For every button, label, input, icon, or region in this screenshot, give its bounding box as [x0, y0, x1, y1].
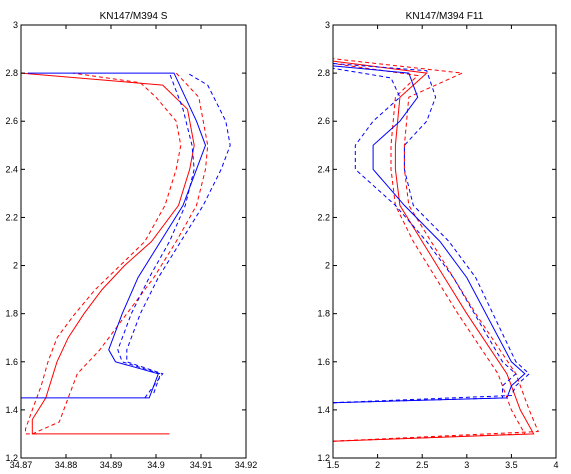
series-line-1	[20, 72, 195, 435]
x-tick-label: 2.5	[416, 460, 429, 470]
tick-layer: 1.5 2 2.5 3 3.5 4 1.2 1.4 1.6 1.8 2 2.2 2.4 2.6 2.8 3	[317, 20, 558, 470]
series-line-4	[21, 72, 207, 399]
x-tick-label: 34.91	[190, 460, 213, 470]
y-tick-label: 2	[325, 261, 330, 271]
y-tick-label: 2.4	[317, 164, 330, 174]
series-line-6	[126, 72, 231, 399]
series-line-6	[332, 63, 530, 404]
series-line-2	[25, 72, 182, 435]
y-tick-label: 3	[325, 20, 330, 30]
chart-right: KN147/M394 F11 1.5 2 2.5 3 3.5 4 1.2 1.4 1.6 1.8 2…	[317, 11, 558, 470]
x-tick-label: 34.92	[235, 460, 258, 470]
tick-layer: 34.87 34.88 34.89 34.9 34.91 34.92 1.2 1.4 1.6 1.…	[5, 20, 257, 470]
x-tick-label: 34.87	[10, 460, 33, 470]
x-tick-label: 2	[375, 460, 380, 470]
series-line-5	[332, 67, 517, 404]
y-tick-label: 1.6	[5, 357, 18, 367]
y-tick-label: 2.2	[317, 212, 330, 222]
series-layer	[332, 58, 539, 442]
chart-title: KN147/M394 F11	[406, 11, 484, 22]
chart-left: KN147/M394 S 34.87 34.88 34.89 34.9 34.91 34.…	[5, 11, 257, 470]
series-layer	[20, 72, 231, 435]
y-tick-label: 1.4	[5, 405, 18, 415]
x-tick-label: 4	[553, 460, 558, 470]
x-tick-label: 3.5	[505, 460, 518, 470]
series-line-5	[117, 72, 195, 394]
x-tick-label: 34.89	[100, 460, 123, 470]
chart-title: KN147/M394 S	[100, 11, 168, 22]
series-line-2	[332, 63, 526, 442]
x-tick-label: 34.9	[147, 460, 165, 470]
y-tick-label: 3	[13, 20, 18, 30]
y-tick-label: 2	[13, 261, 18, 271]
series-line-1	[332, 60, 535, 442]
y-tick-label: 2.6	[317, 116, 330, 126]
x-tick-label: 1.5	[327, 460, 340, 470]
series-line-3	[32, 72, 209, 435]
series-line-3	[332, 58, 539, 442]
plot-frame	[332, 24, 557, 459]
plot-frame	[20, 24, 247, 459]
y-tick-label: 1.4	[317, 405, 330, 415]
y-tick-label: 2.2	[5, 212, 18, 222]
y-tick-label: 2.8	[5, 68, 18, 78]
x-tick-label: 34.88	[55, 460, 78, 470]
y-tick-label: 1.8	[5, 309, 18, 319]
x-tick-label: 3	[464, 460, 469, 470]
y-tick-label: 2.6	[5, 116, 18, 126]
y-tick-label: 2.8	[317, 68, 330, 78]
series-line-4	[332, 65, 526, 404]
y-tick-label: 1.8	[317, 309, 330, 319]
y-tick-label: 1.2	[317, 453, 330, 463]
y-tick-label: 1.2	[5, 453, 18, 463]
y-tick-label: 2.4	[5, 164, 18, 174]
y-tick-label: 1.6	[317, 357, 330, 367]
